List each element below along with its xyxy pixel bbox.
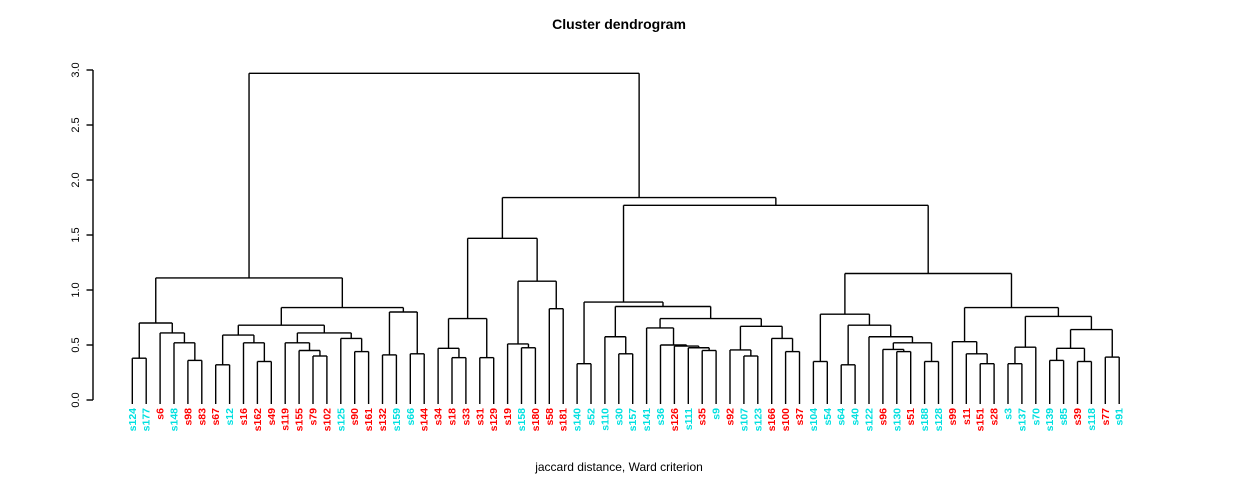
leaf-label: s36 [655, 408, 667, 426]
leaf-label: s129 [488, 408, 500, 432]
leaf-label: s104 [808, 408, 820, 432]
leaf-label: s157 [627, 408, 639, 432]
axis-tick-label: 1.0 [70, 282, 82, 297]
leaf-label: s70 [1030, 408, 1042, 426]
leaf-label: s118 [1086, 408, 1098, 431]
leaf-label: s12 [224, 408, 236, 426]
leaf-label: s188 [919, 408, 931, 432]
leaf-label: s91 [1114, 408, 1126, 426]
axis-tick-label: 2.0 [70, 172, 82, 187]
axis-tick-label: 1.5 [70, 227, 82, 242]
leaf-label: s51 [905, 408, 917, 426]
leaf-label: s124 [127, 408, 139, 432]
leaf-label: s155 [294, 408, 306, 432]
leaf-label: s98 [182, 408, 194, 426]
leaf-label: s151 [975, 408, 987, 432]
leaf-label: s180 [530, 408, 542, 432]
leaf-label: s162 [252, 408, 264, 432]
leaf-label: s92 [725, 408, 737, 426]
leaf-label: s107 [738, 408, 750, 432]
leaf-label: s102 [321, 408, 333, 432]
leaf-label: s28 [989, 408, 1001, 426]
leaf-label: s31 [474, 408, 486, 426]
leaf-label: s99 [947, 408, 959, 426]
leaf-label: s83 [196, 408, 208, 426]
leaf-label: s58 [544, 408, 556, 426]
leaf-label: s85 [1058, 408, 1070, 426]
leaf-label: s130 [891, 408, 903, 432]
leaf-label: s126 [669, 408, 681, 432]
leaf-label: s110 [599, 408, 611, 431]
leaf-label: s137 [1016, 408, 1028, 432]
leaf-label: s132 [377, 408, 389, 432]
leaf-label: s11 [961, 408, 973, 425]
axis-tick-label: 2.5 [70, 117, 82, 132]
leaf-label: s19 [502, 408, 514, 426]
leaf-label: s125 [335, 408, 347, 432]
leaf-label: s18 [447, 408, 459, 426]
leaf-label: s39 [1072, 408, 1084, 426]
leaf-label: s66 [405, 408, 417, 426]
leaf-label: s3 [1003, 408, 1015, 420]
axis-tick-label: 0.5 [70, 337, 82, 352]
leaf-label: s181 [558, 408, 570, 432]
leaf-label: s128 [933, 408, 945, 432]
leaf-label: s35 [697, 408, 709, 426]
leaf-label: s54 [822, 408, 834, 426]
leaf-label: s52 [586, 408, 598, 426]
chart-title: Cluster dendrogram [552, 16, 686, 32]
x-axis-label: jaccard distance, Ward criterion [535, 460, 703, 474]
axis-tick-label: 0.0 [70, 392, 82, 407]
leaf-label: s16 [238, 408, 250, 426]
leaf-label: s77 [1100, 408, 1112, 426]
leaf-label: s6 [155, 408, 167, 420]
leaf-label: s158 [516, 408, 528, 432]
leaf-label: s79 [308, 408, 320, 426]
leaf-label: s141 [641, 408, 653, 432]
leaf-label: s30 [613, 408, 625, 426]
leaf-label: s139 [1044, 408, 1056, 432]
leaf-label: s122 [864, 408, 876, 432]
leaf-label: s49 [266, 408, 278, 426]
axis-tick-label: 3.0 [70, 62, 82, 77]
leaf-label: s148 [169, 408, 181, 432]
leaf-label: s123 [752, 408, 764, 432]
leaf-label: s161 [363, 408, 375, 432]
leaf-label: s144 [419, 408, 431, 432]
leaf-label: s9 [711, 408, 723, 420]
leaf-label: s90 [349, 408, 361, 426]
leaf-label: s177 [141, 408, 153, 432]
leaf-label: s64 [836, 408, 848, 426]
leaf-label: s140 [572, 408, 584, 432]
leaf-label: s111 [683, 408, 695, 430]
leaf-label: s67 [210, 408, 222, 426]
leaf-label: s33 [460, 408, 472, 426]
leaf-label: s40 [850, 408, 862, 426]
leaf-label: s96 [877, 408, 889, 426]
leaf-label: s37 [794, 408, 806, 426]
leaf-label: s166 [766, 408, 778, 432]
leaf-label: s119 [280, 408, 292, 431]
leaf-label: s159 [391, 408, 403, 432]
leaf-label: s34 [433, 408, 445, 426]
leaf-label: s100 [780, 408, 792, 432]
